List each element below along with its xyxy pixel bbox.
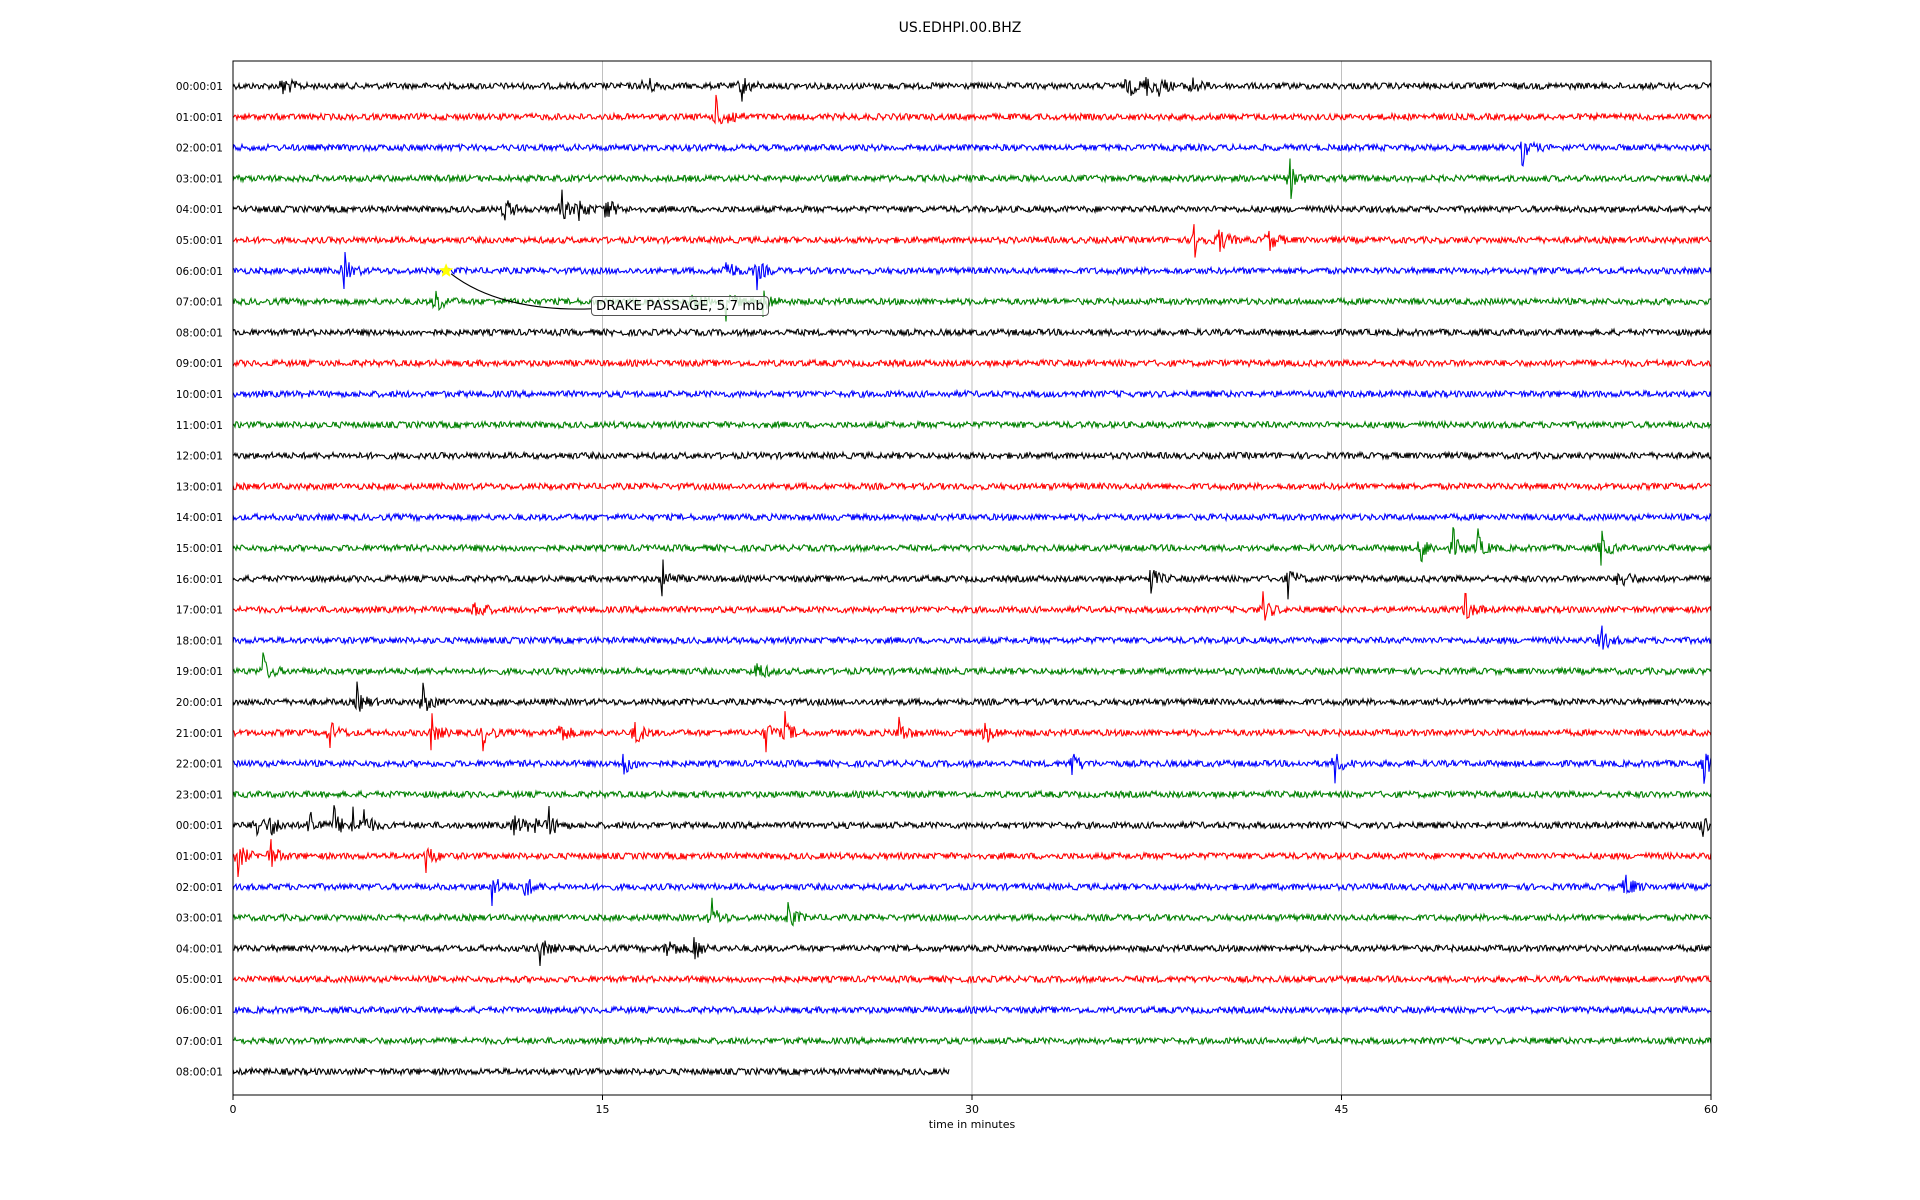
x-tick-label: 15 (596, 1103, 610, 1116)
row-time-label: 06:00:01 (176, 266, 223, 278)
row-time-label: 07:00:01 (176, 297, 223, 309)
row-time-label: 12:00:01 (176, 451, 223, 463)
trace-row (232, 559, 1712, 600)
trace-row (232, 839, 1712, 878)
row-time-label: 03:00:01 (176, 913, 223, 925)
row-time-label: 05:00:01 (176, 974, 223, 986)
trace-row (232, 753, 1712, 784)
trace-row (232, 805, 1712, 837)
row-time-label: 07:00:01 (176, 1036, 223, 1048)
x-tick-label: 45 (1335, 1103, 1349, 1116)
trace-row (232, 158, 1712, 199)
trace-rows (232, 77, 1712, 1077)
event-annotation-label: DRAKE PASSAGE, 5.7 mb (591, 296, 770, 316)
trace-row (232, 327, 1712, 338)
trace-row (232, 140, 1712, 167)
trace-row (232, 419, 1712, 431)
row-time-label: 22:00:01 (176, 759, 223, 771)
event-star-marker (438, 263, 454, 278)
row-time-label: 04:00:01 (176, 943, 223, 955)
trace-row (233, 251, 1712, 291)
trace-row (232, 77, 1712, 102)
x-tick-label: 30 (965, 1103, 979, 1116)
trace-row (232, 897, 1712, 927)
row-time-label: 08:00:01 (176, 327, 223, 339)
trace-row (232, 527, 1712, 566)
x-tick-label: 0 (230, 1103, 237, 1116)
row-time-label: 19:00:01 (176, 666, 223, 678)
row-time-label: 14:00:01 (176, 512, 223, 524)
trace-row (232, 1035, 1712, 1047)
trace-row (232, 512, 1712, 523)
trace-row (232, 1004, 1712, 1016)
trace-row (232, 481, 1712, 492)
row-time-label: 04:00:01 (176, 204, 223, 216)
row-time-label: 01:00:01 (176, 851, 223, 863)
x-axis-label: time in minutes (928, 1118, 1016, 1131)
row-time-label: 02:00:01 (176, 143, 223, 155)
row-time-label: 17:00:01 (176, 605, 223, 617)
row-time-label: 03:00:01 (176, 173, 223, 185)
trace-row (232, 1066, 950, 1077)
trace-row (232, 937, 1712, 967)
trace-row (232, 681, 1712, 712)
trace-row (232, 974, 1712, 985)
trace-row (232, 652, 1712, 679)
row-time-label: 01:00:01 (176, 112, 223, 124)
row-time-label: 18:00:01 (176, 635, 223, 647)
annotation-layer (438, 263, 592, 310)
row-time-label: 00:00:01 (176, 81, 223, 93)
row-time-label: 20:00:01 (176, 697, 223, 709)
trace-row (232, 625, 1712, 650)
trace-row (232, 388, 1712, 400)
row-time-label: 11:00:01 (176, 420, 223, 432)
trace-row (232, 290, 1712, 322)
trace-row (232, 711, 1712, 753)
row-time-label: 15:00:01 (176, 543, 223, 555)
row-time-label: 00:00:01 (176, 820, 223, 832)
row-time-label: 05:00:01 (176, 235, 223, 247)
row-time-label: 23:00:01 (176, 789, 223, 801)
row-time-label: 08:00:01 (176, 1067, 223, 1079)
annotation-connector (450, 273, 592, 310)
row-time-label: 13:00:01 (176, 481, 223, 493)
chart-title: US.EDHPI.00.BHZ (898, 20, 1022, 36)
row-labels: 00:00:01 01:00:01 02:00:01 03:00:01 04:00:01… (176, 81, 223, 1079)
row-time-label: 02:00:01 (176, 882, 223, 894)
trace-row (232, 789, 1712, 800)
trace-row (232, 224, 1712, 258)
trace-row (232, 94, 1712, 125)
trace-row (232, 591, 1712, 621)
x-ticks: 0 15 30 45 60 (230, 1095, 1718, 1116)
x-tick-label: 60 (1704, 1103, 1718, 1116)
row-time-label: 21:00:01 (176, 728, 223, 740)
plot-frame (232, 60, 1712, 1096)
trace-row (232, 450, 1712, 461)
row-time-label: 06:00:01 (176, 1005, 223, 1017)
trace-row (232, 189, 1712, 222)
row-time-label: 09:00:01 (176, 358, 223, 370)
trace-row (232, 357, 1712, 369)
row-time-label: 10:00:01 (176, 389, 223, 401)
row-time-label: 16:00:01 (176, 574, 223, 586)
trace-row (232, 874, 1712, 907)
